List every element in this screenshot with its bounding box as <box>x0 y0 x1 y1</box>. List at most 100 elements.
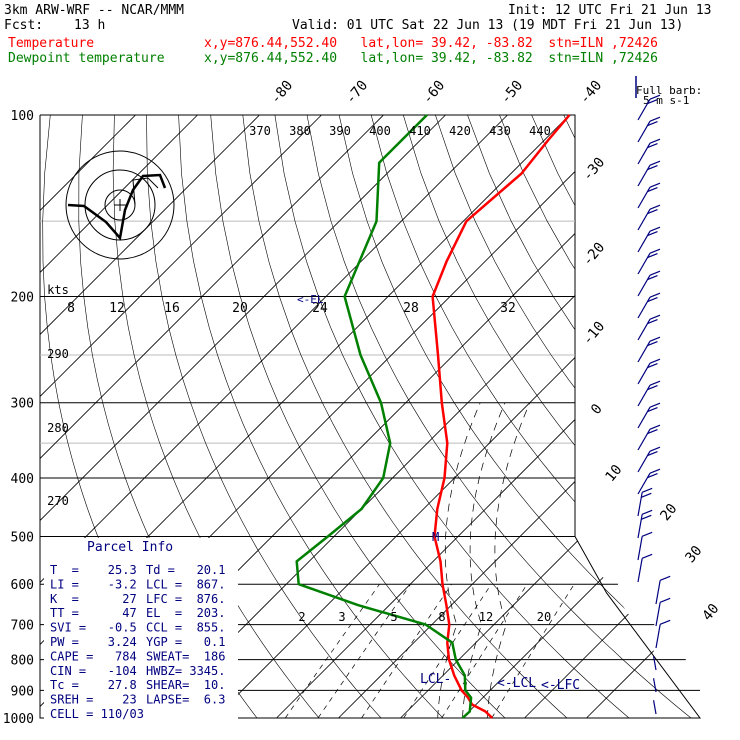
wind-barb-staff <box>652 678 657 693</box>
isotherm-label: -50 <box>498 78 527 108</box>
model-title: 3km ARW-WRF -- NCAR/MMM <box>4 3 185 18</box>
wind-barb-staff <box>637 318 651 341</box>
parcel-info-left: PW = 3.24 <box>50 635 137 649</box>
parcel-info-left: T = 25.3 <box>50 563 137 577</box>
annotation-lcl-parcel: LCL- <box>420 672 451 687</box>
dewpoint-label: Dewpoint temperature <box>8 51 165 66</box>
isotherm-label: 30 <box>682 543 705 566</box>
dry-adiabat <box>210 115 506 718</box>
hodograph-speed-label: 20 <box>232 301 248 316</box>
dry-adiabat <box>499 115 700 718</box>
parcel-info-left: LI = -3.2 <box>50 577 137 591</box>
hodograph-speed-label: 24 <box>312 301 328 316</box>
mixing-ratio-label: 20 <box>537 610 551 624</box>
dry-adiabat <box>306 115 692 718</box>
mixing-ratio-label: 12 <box>479 610 493 624</box>
temperature-label: Temperature <box>8 36 95 51</box>
barb-legend-title: Full barb: <box>636 84 702 97</box>
wind-barb-flag <box>641 492 652 498</box>
mixing-ratio-line <box>361 584 452 718</box>
isotherm-line <box>214 115 700 718</box>
wind-barb <box>637 553 653 583</box>
isotherm-label: 40 <box>699 601 722 624</box>
dry-adiabat <box>370 115 700 718</box>
wind-barb-flag <box>649 270 661 276</box>
wind-barb-staff <box>637 450 651 473</box>
parcel-info-right: LCL = 867. <box>146 577 225 591</box>
annotation-lcl: <-LCL <box>497 676 536 691</box>
temperature-location: x,y=876.44,552.40 lat,lon= 39.42, -83.82… <box>204 36 658 51</box>
wind-barb-staff <box>637 514 643 539</box>
wind-barb-flag <box>649 94 661 100</box>
isotherm-label: -70 <box>343 78 372 108</box>
isotherm-label: 10 <box>602 462 625 485</box>
wind-barb-flag <box>647 340 658 347</box>
wind-barb-flag <box>647 164 658 171</box>
forecast-label: Fcst: <box>4 18 44 33</box>
mixing-ratio-label: 8 <box>438 610 445 624</box>
isotherm-label: 0 <box>588 401 606 418</box>
dry-adiabat <box>178 115 444 718</box>
theta-label: 440 <box>529 124 551 138</box>
isotherm-line <box>586 115 700 718</box>
wind-barb-staff <box>637 472 651 495</box>
wind-barb <box>637 314 661 341</box>
wind-barb-flag <box>647 362 658 369</box>
wind-barb-flag <box>649 358 661 364</box>
wind-barb-staff <box>637 274 651 297</box>
parcel-info-left: TT = 47 <box>50 606 137 620</box>
temperature-profile <box>431 114 571 719</box>
parcel-info-right: CCL = 855. <box>146 621 225 635</box>
wind-barb <box>637 358 661 385</box>
parcel-info-right: EL = 203. <box>146 606 225 620</box>
mixing-ratio-line <box>403 584 492 718</box>
hodograph-speed-label: 32 <box>500 301 516 316</box>
wind-barb-flag <box>659 597 671 603</box>
pressure-label: 600 <box>11 578 34 593</box>
wind-barb <box>637 204 661 231</box>
parcel-info-left: K = 27 <box>50 592 137 606</box>
wind-barb <box>637 292 661 319</box>
valid-time: Valid: 01 UTC Sat 22 Jun 13 (19 MDT Fri … <box>292 18 684 33</box>
wind-barb <box>637 160 661 187</box>
wind-barb-flag <box>647 428 658 435</box>
isotherm-line <box>40 115 384 718</box>
mixing-ratio-line <box>441 584 528 718</box>
wind-barb-flag <box>649 446 661 452</box>
wind-barb-staff <box>637 230 651 253</box>
parcel-info-left: Tc = 27.8 <box>50 678 137 692</box>
hodograph-speed-label: 8 <box>67 301 75 316</box>
wind-barb <box>637 248 661 275</box>
pressure-label: 200 <box>11 291 34 306</box>
parcel-info-right: YGP = 0.1 <box>146 635 225 649</box>
hodograph-speed-label: 28 <box>403 301 419 316</box>
wind-barb <box>637 424 661 451</box>
wind-barb-flag <box>659 619 671 625</box>
pressure-label: 400 <box>11 472 34 487</box>
theta-label: 370 <box>249 124 271 138</box>
wind-barb-flag <box>647 230 658 237</box>
moist-adiabat <box>437 402 481 718</box>
wind-barb <box>655 619 671 649</box>
wind-barb-staff <box>637 362 651 385</box>
wind-barb-flag <box>649 468 661 474</box>
wind-barb-staff <box>637 340 651 363</box>
wind-barb <box>637 446 661 473</box>
wind-barb-flag <box>649 160 661 166</box>
parcel-info-left: CAPE = 784 <box>50 649 137 663</box>
wind-barb <box>637 336 661 363</box>
wind-barb-staff <box>652 656 657 671</box>
annotation-m: M <box>432 530 439 544</box>
parcel-info-left: CELL = 110/03 <box>50 707 144 721</box>
parcel-info-left: CIN = -104 <box>50 664 137 678</box>
forecast-hour: 13 h <box>74 18 106 33</box>
dry-adiabat <box>531 115 700 718</box>
pressure-label: 500 <box>11 530 34 545</box>
wind-barb <box>655 597 671 627</box>
wind-barb-staff <box>637 406 651 429</box>
wind-barb-flag <box>647 384 658 391</box>
isotherm-label: -30 <box>580 155 609 185</box>
wind-barb <box>637 270 661 297</box>
moist-adiabat <box>462 402 506 718</box>
